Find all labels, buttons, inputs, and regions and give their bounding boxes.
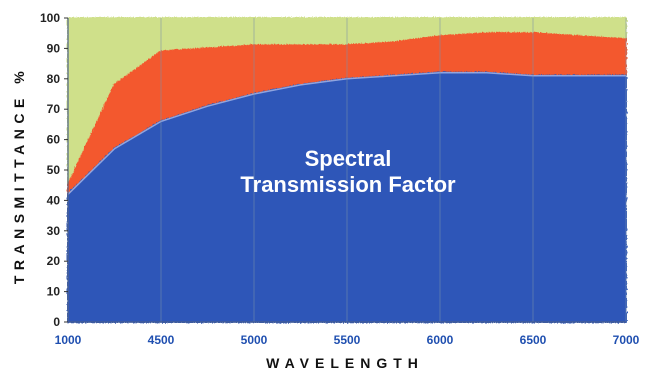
- chart-title-line-2: Transmission Factor: [240, 172, 456, 197]
- y-tick-label: 100: [40, 11, 60, 25]
- y-axis-label: TRANSMITTANCE %: [11, 66, 27, 284]
- x-tick-label: 1000: [55, 333, 82, 347]
- y-tick-label: 30: [47, 224, 61, 238]
- y-tick-label: 40: [47, 193, 61, 207]
- x-tick-label: 5000: [241, 333, 268, 347]
- x-tick-label: 5500: [334, 333, 361, 347]
- y-tick-label: 70: [47, 102, 61, 116]
- x-tick-label: 6500: [520, 333, 547, 347]
- y-tick-label: 20: [47, 254, 61, 268]
- y-tick-label: 0: [53, 315, 60, 329]
- y-tick-label: 50: [47, 163, 61, 177]
- y-tick-label: 90: [47, 41, 61, 55]
- x-tick-label: 6000: [427, 333, 454, 347]
- chart-title-line-1: Spectral: [305, 146, 392, 171]
- x-tick-label: 4500: [148, 333, 175, 347]
- y-tick-label: 80: [47, 72, 61, 86]
- y-tick-label: 10: [47, 285, 61, 299]
- y-tick-label: 60: [47, 133, 61, 147]
- x-axis-label: WAVELENGTH: [266, 355, 424, 371]
- x-tick-label: 7000: [613, 333, 640, 347]
